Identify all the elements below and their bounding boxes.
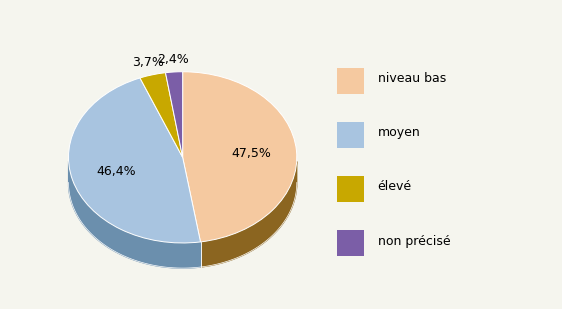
Text: élevé: élevé — [378, 180, 412, 193]
FancyBboxPatch shape — [337, 122, 364, 148]
Wedge shape — [69, 78, 201, 243]
Text: moyen: moyen — [378, 126, 420, 139]
Text: 3,7%: 3,7% — [132, 56, 164, 69]
Wedge shape — [165, 72, 183, 157]
Polygon shape — [201, 162, 297, 267]
FancyBboxPatch shape — [337, 68, 364, 94]
FancyBboxPatch shape — [337, 230, 364, 256]
Wedge shape — [140, 73, 183, 157]
Wedge shape — [183, 72, 297, 242]
FancyBboxPatch shape — [337, 176, 364, 202]
Text: 2,4%: 2,4% — [157, 53, 189, 66]
Text: 46,4%: 46,4% — [97, 165, 137, 178]
Text: niveau bas: niveau bas — [378, 72, 446, 85]
Text: non précisé: non précisé — [378, 235, 450, 248]
Text: 47,5%: 47,5% — [231, 147, 271, 160]
Polygon shape — [69, 161, 201, 268]
